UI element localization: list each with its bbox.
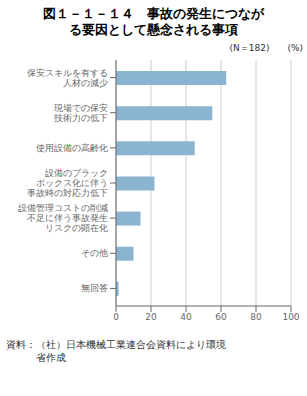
- html-text:資料：（社）日本機械工業連合会資料により環境: 資料：（社）日本機械工業連合会資料により環境: [6, 339, 226, 350]
- svg-text:設備のブラックボックス化に伴う事故時の対応力低下: 設備のブラックボックス化に伴う事故時の対応力低下: [27, 168, 108, 198]
- svg-text:20: 20: [145, 312, 157, 322]
- html-text:(N＝182): (N＝182): [229, 43, 270, 53]
- svg-text:その他: その他: [81, 248, 108, 258]
- svg-text:使用設備の高齢化: 使用設備の高齢化: [36, 142, 108, 152]
- svg-text:無回答: 無回答: [81, 283, 108, 293]
- html-text:省作成: 省作成: [6, 352, 66, 363]
- svg-text:80: 80: [250, 312, 262, 322]
- html-text:図１－１－１４ 事故の発生につなが: 図１－１－１４ 事故の発生につなが: [43, 6, 264, 21]
- svg-text:60: 60: [215, 312, 227, 322]
- html-text:る要因として懸念される事項: る要因として懸念される事項: [69, 22, 238, 37]
- svg-text:0: 0: [113, 312, 119, 322]
- svg-text:保安スキルを有する人材の減少: 保安スキルを有する人材の減少: [27, 67, 108, 87]
- svg-text:現場での保安技術力の低下: 現場での保安技術力の低下: [53, 102, 108, 122]
- svg-text:100: 100: [282, 312, 299, 322]
- svg-text:40: 40: [180, 312, 192, 322]
- svg-text:設備管理コストの削減不足に伴う事故発生リスクの顕在化: 設備管理コストの削減不足に伴う事故発生リスクの顕在化: [18, 203, 108, 233]
